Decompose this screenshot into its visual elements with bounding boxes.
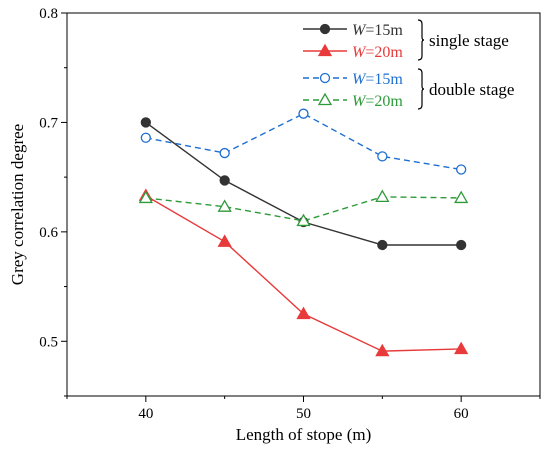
x-axis-title: Length of stope (m) bbox=[236, 425, 372, 444]
legend-marker bbox=[319, 23, 331, 35]
x-tick-label: 60 bbox=[454, 406, 469, 422]
data-point bbox=[454, 341, 469, 355]
legend-label: W=15m bbox=[352, 22, 403, 39]
x-tick-label: 40 bbox=[138, 406, 153, 422]
legend-label: W=15m bbox=[352, 71, 403, 88]
legend-group-label: single stage bbox=[429, 31, 509, 50]
legend-label: W=20m bbox=[352, 44, 403, 61]
legend-marker bbox=[317, 92, 333, 106]
plot-frame bbox=[66, 12, 541, 397]
data-point bbox=[298, 108, 309, 119]
plot-border bbox=[66, 12, 541, 397]
data-point bbox=[375, 189, 390, 202]
y-tick-label: 0.6 bbox=[39, 225, 58, 241]
series-4 bbox=[138, 189, 469, 227]
y-tick-label: 0.5 bbox=[39, 334, 58, 350]
legend-group: single stage bbox=[417, 19, 509, 61]
legend-brace bbox=[417, 68, 425, 110]
data-point bbox=[375, 343, 390, 357]
legend-group: double stage bbox=[417, 68, 514, 110]
data-point bbox=[296, 306, 311, 320]
data-point bbox=[138, 190, 153, 204]
axis-ticks: 40 50 60 0.5 0.6 0.7 0.8 bbox=[39, 6, 541, 422]
series-3 bbox=[140, 108, 467, 175]
y-tick-label: 0.7 bbox=[39, 115, 58, 131]
series-line bbox=[145, 196, 462, 222]
data-point bbox=[454, 190, 469, 204]
y-tick-label: 0.8 bbox=[39, 6, 58, 22]
data-point bbox=[219, 147, 230, 159]
legend-marker bbox=[317, 43, 333, 57]
series-layer bbox=[138, 108, 469, 357]
data-point bbox=[217, 234, 232, 247]
legend-group-label: double stage bbox=[429, 80, 514, 99]
data-point bbox=[377, 151, 388, 162]
legend-brace bbox=[417, 19, 425, 61]
legend-marker bbox=[319, 72, 331, 84]
data-point bbox=[140, 132, 151, 143]
data-point bbox=[296, 213, 311, 227]
legend-entry: W=15m bbox=[303, 22, 403, 39]
data-point bbox=[456, 239, 467, 251]
data-point bbox=[217, 199, 232, 212]
data-point bbox=[140, 117, 151, 128]
legend-entry: W=20m bbox=[303, 43, 403, 61]
data-point bbox=[219, 175, 230, 186]
legend-entry: W=20m bbox=[303, 92, 403, 110]
series-line bbox=[145, 112, 462, 171]
legend-entry: W=15m bbox=[303, 71, 403, 88]
legend-label: W=20m bbox=[352, 93, 403, 110]
legend: W=15m W=20m W=15m W=20m single stage double s… bbox=[303, 19, 514, 110]
series-1 bbox=[140, 117, 467, 251]
x-tick-label: 50 bbox=[296, 406, 311, 422]
y-axis-title: Grey correlation degree bbox=[8, 124, 27, 285]
data-point bbox=[377, 239, 388, 251]
data-point bbox=[456, 164, 467, 175]
